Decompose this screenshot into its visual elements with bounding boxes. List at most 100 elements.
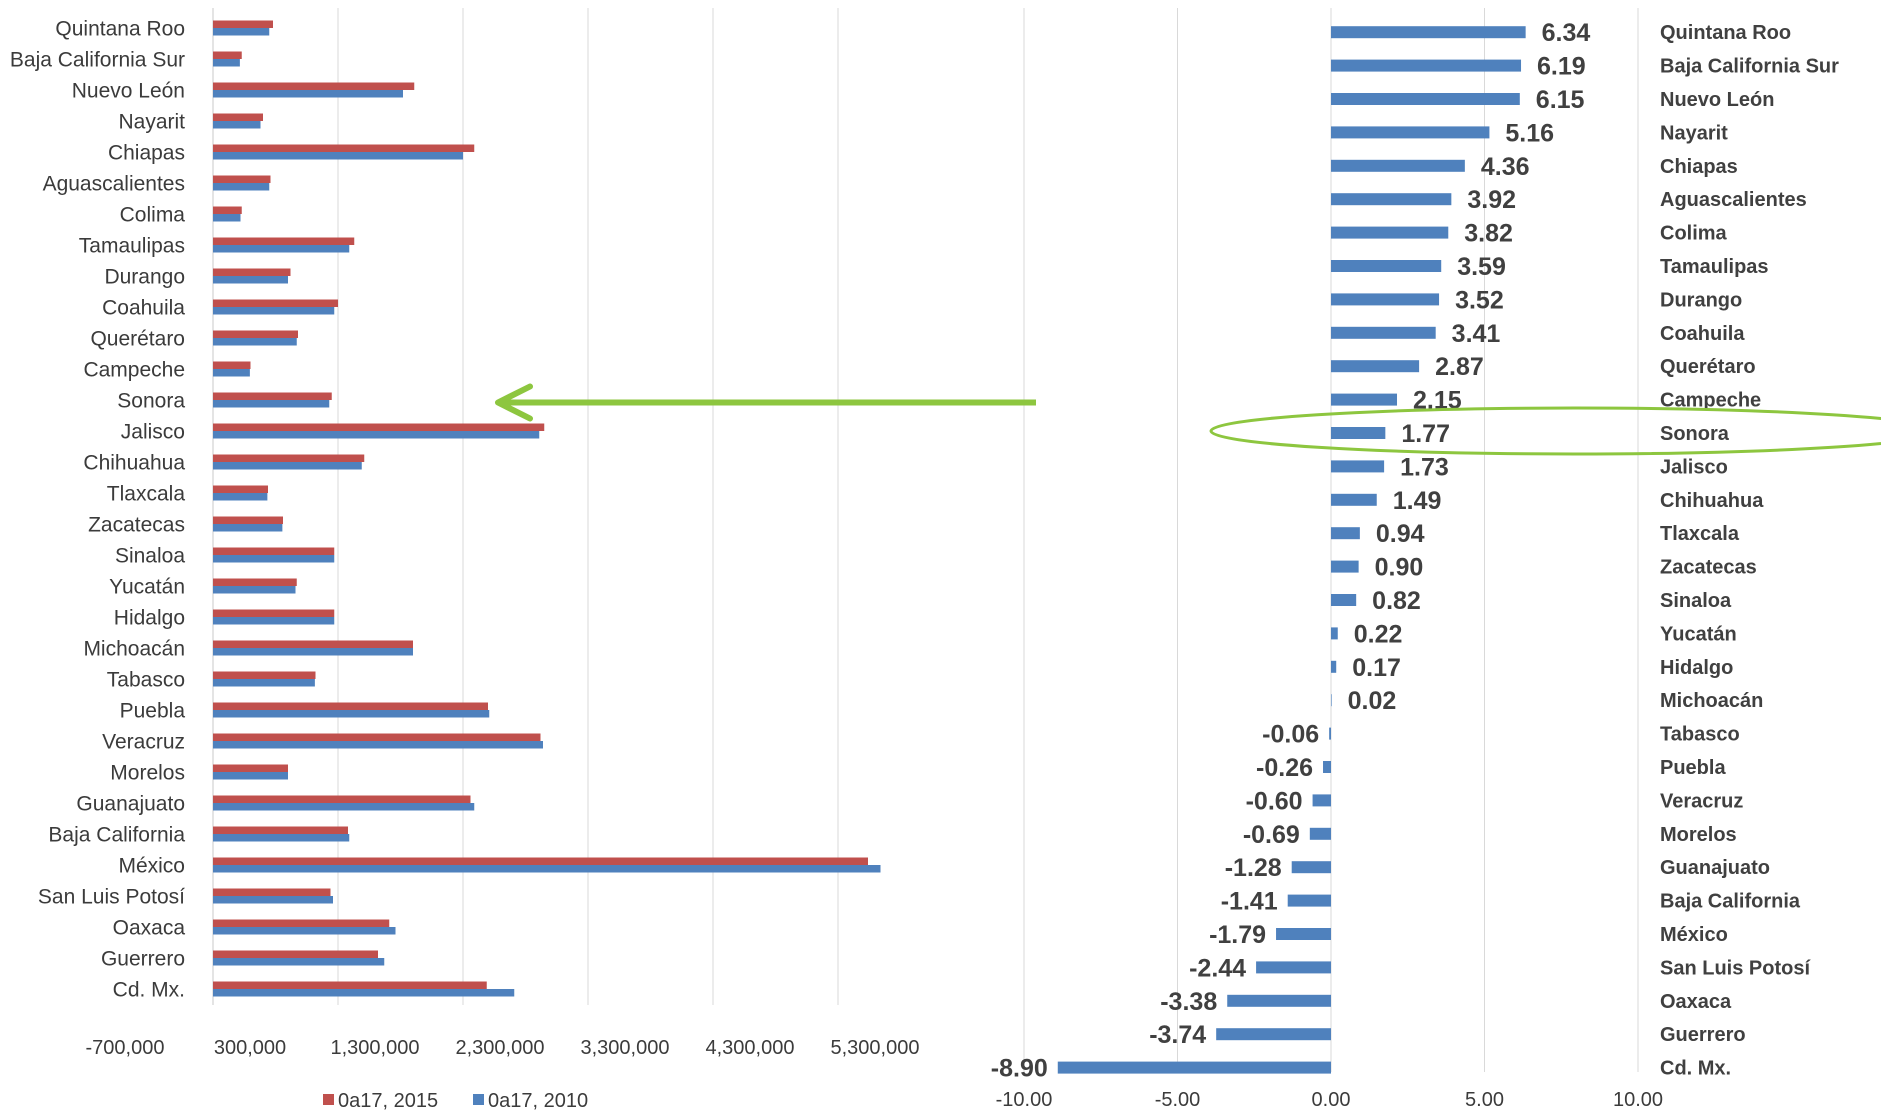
right-value-label: 6.19 (1537, 53, 1586, 81)
left-category-label: Aguascalientes (43, 173, 185, 196)
right-value-label: 6.15 (1536, 86, 1585, 114)
right-category-label: Tabasco (1660, 724, 1740, 746)
right-value-label: -1.79 (1209, 921, 1266, 949)
bar-2015-sinaloa (213, 547, 335, 555)
right-x-tick-label: 10.00 (1613, 1089, 1663, 1111)
right-category-label: Yucatán (1660, 623, 1737, 645)
bar-2010-tabasco (213, 679, 315, 687)
bar-2010-puebla (213, 710, 490, 718)
left-category-label: Sonora (117, 390, 185, 413)
right-value-label: 3.82 (1464, 220, 1513, 248)
bar-2010-yucatan (213, 586, 296, 594)
right-category-label: Veracruz (1660, 790, 1743, 812)
right-category-label: Tlaxcala (1660, 523, 1740, 545)
bar-2010-colima (213, 214, 241, 222)
right-x-tick-label: 5.00 (1465, 1089, 1504, 1111)
bar-2015-durango (213, 268, 291, 276)
bar-2015-aguascalientes (213, 175, 271, 183)
right-value-label: -1.41 (1221, 888, 1278, 916)
right-value-label: 1.49 (1393, 487, 1442, 515)
bar-2015-san-luis-potosi (213, 888, 331, 896)
bar-2015-queretaro (213, 330, 298, 338)
right-category-label: Guerrero (1660, 1024, 1746, 1046)
right-category-label: Zacatecas (1660, 557, 1757, 579)
bar-2015-sonora (213, 392, 332, 400)
left-category-label: Yucatán (109, 576, 185, 599)
right-bar-yucatan (1331, 627, 1338, 640)
right-value-label: 2.87 (1435, 353, 1484, 381)
right-category-label: Quintana Roo (1660, 22, 1791, 44)
right-bar-durango (1331, 293, 1440, 306)
left-chart-bars (213, 20, 881, 997)
right-value-label: 6.34 (1542, 19, 1591, 47)
right-chart-x-tick-labels: -10.00 -5.00 0.00 5.00 10.00 (996, 1089, 1663, 1111)
right-value-label: 3.52 (1455, 286, 1504, 314)
right-value-label: -2.44 (1189, 954, 1246, 982)
right-x-tick-label: 0.00 (1312, 1089, 1351, 1111)
bar-2010-nayarit (213, 121, 261, 129)
right-category-label: Puebla (1660, 757, 1726, 779)
left-category-label: Guerrero (101, 948, 185, 971)
bar-2010-quintana-roo (213, 28, 270, 36)
right-bar-hidalgo (1331, 660, 1337, 673)
right-category-label: Querétaro (1660, 356, 1756, 378)
right-bar-chihuahua (1331, 493, 1377, 506)
right-category-label: Cd. Mx. (1660, 1058, 1731, 1080)
right-bar-quintana-roo (1331, 26, 1526, 39)
right-bar-guerrero (1216, 1028, 1331, 1041)
bar-2010-baja-california (213, 834, 350, 842)
left-category-label: Nuevo León (72, 80, 185, 103)
left-category-label: Quintana Roo (55, 18, 185, 41)
left-category-label: Coahuila (102, 297, 185, 320)
right-bar-sonora (1331, 427, 1386, 439)
right-bar-oaxaca (1227, 994, 1331, 1007)
bar-2010-baja-california-sur (213, 59, 240, 67)
bar-2015-guanajuato (213, 795, 471, 803)
bar-2015-tamaulipas (213, 237, 355, 245)
left-category-label: Colima (120, 204, 186, 227)
bar-2015-chiapas (213, 144, 475, 152)
right-category-label: Baja California Sur (1660, 56, 1839, 78)
right-value-label: 0.94 (1376, 520, 1425, 548)
right-category-label: Jalisco (1660, 456, 1728, 478)
left-chart-x-tick-labels: -700,000 300,000 1,300,000 2,300,000 3,300,0… (86, 1037, 920, 1059)
bar-2015-michoacan (213, 640, 413, 648)
right-bar-queretaro (1331, 360, 1420, 373)
left-category-label: Querétaro (90, 328, 185, 351)
right-value-label: -0.69 (1243, 821, 1300, 849)
right-bar-chiapas (1331, 159, 1465, 172)
left-chart-category-labels: Quintana Roo Baja California Sur Nuevo Leó… (10, 18, 185, 1002)
left-category-label: México (118, 855, 185, 878)
right-bar-puebla (1323, 761, 1331, 773)
bar-2015-cd-mx (213, 981, 487, 989)
right-category-label: San Luis Potosí (1660, 957, 1811, 979)
right-chart-value-labels: 6.34 6.19 6.15 5.16 4.36 3.92 3.82 3.59 3.52 3.41… (991, 19, 1591, 1082)
legend-label-2015: 0a17, 2015 (338, 1090, 438, 1112)
right-category-label: Tamaulipas (1660, 256, 1769, 278)
bar-2010-sinaloa (213, 555, 335, 563)
right-category-label: Michoacán (1660, 690, 1763, 712)
bar-2010-tlaxcala (213, 493, 268, 501)
bar-2010-oaxaca (213, 927, 396, 935)
right-bar-cd-mx (1057, 1061, 1331, 1074)
bar-2010-coahuila (213, 307, 335, 315)
bar-2015-chihuahua (213, 454, 365, 462)
right-bar-veracruz (1312, 794, 1331, 807)
bar-2010-tamaulipas (213, 245, 350, 253)
bar-2015-hidalgo (213, 609, 335, 617)
right-value-label: -1.28 (1225, 854, 1282, 882)
left-category-label: Tlaxcala (107, 483, 186, 506)
right-category-label: Hidalgo (1660, 657, 1733, 679)
right-bar-tlaxcala (1331, 527, 1360, 540)
left-category-label: Hidalgo (114, 607, 185, 630)
right-category-label: Sonora (1660, 423, 1730, 445)
bar-2010-queretaro (213, 338, 297, 346)
right-bar-tamaulipas (1331, 260, 1442, 272)
right-bar-nayarit (1331, 126, 1490, 139)
right-category-label: Sinaloa (1660, 590, 1732, 612)
right-category-label: Nayarit (1660, 122, 1728, 144)
bar-2015-baja-california-sur (213, 51, 242, 59)
right-value-label: 3.41 (1452, 320, 1501, 348)
right-value-label: -0.60 (1246, 787, 1303, 815)
bar-2015-veracruz (213, 733, 541, 741)
